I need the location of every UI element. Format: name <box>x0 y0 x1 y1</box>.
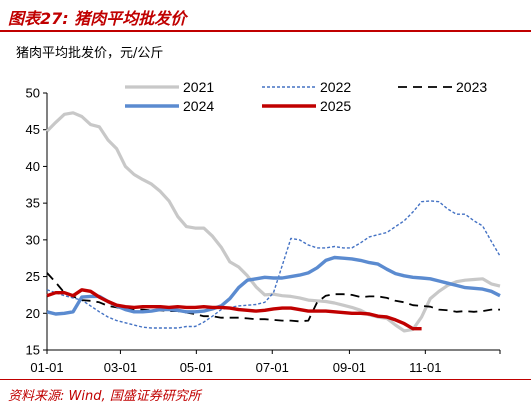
x-tick-label: 07-01 <box>256 360 289 375</box>
x-tick-label: 01-01 <box>30 360 63 375</box>
y-tick-label: 45 <box>26 122 40 137</box>
x-axis: 01-01 03-01 05-01 07-01 09-01 11-01 <box>30 350 501 375</box>
y-tick-label: 30 <box>26 232 40 247</box>
x-tick-label: 09-01 <box>333 360 366 375</box>
source-rule <box>0 379 531 380</box>
series-line-2024 <box>46 255 501 316</box>
source-note: 资料来源: Wind, 国盛证券研究所 <box>8 389 201 404</box>
title-bar: 图表27: 猪肉平均批发价 <box>0 0 531 32</box>
plot-frame <box>46 93 500 351</box>
y-axis: 15 20 25 30 35 40 45 50 <box>26 86 47 358</box>
series-layer <box>45 111 501 333</box>
y-tick-label: 25 <box>26 269 40 284</box>
series-line-2023 <box>46 272 500 323</box>
legend-label-2021: 2021 <box>183 79 214 95</box>
chart-title: 图表27: 猪肉平均批发价 <box>8 9 187 28</box>
x-tick-label: 03-01 <box>104 360 137 375</box>
legend-label-2025: 2025 <box>320 98 351 114</box>
x-tick-label: 11-01 <box>409 360 441 375</box>
y-tick-label: 40 <box>26 159 40 174</box>
legend: 2021 2022 2023 2024 2025 <box>125 79 487 114</box>
y-tick-label: 35 <box>26 196 40 211</box>
legend-label-2024: 2024 <box>183 98 214 114</box>
series-line-2021 <box>45 111 501 333</box>
x-tick-label: 05-01 <box>180 360 213 375</box>
y-tick-label: 50 <box>26 86 40 101</box>
series-line-2022 <box>46 200 501 329</box>
legend-label-2023: 2023 <box>456 79 487 95</box>
legend-label-2022: 2022 <box>320 79 351 95</box>
y-tick-label: 20 <box>26 306 40 321</box>
unit-label: 猪肉平均批发价，元/公斤 <box>16 46 164 61</box>
y-tick-label: 15 <box>26 343 40 358</box>
series-line-2025 <box>46 288 422 331</box>
title-rule <box>0 30 531 32</box>
